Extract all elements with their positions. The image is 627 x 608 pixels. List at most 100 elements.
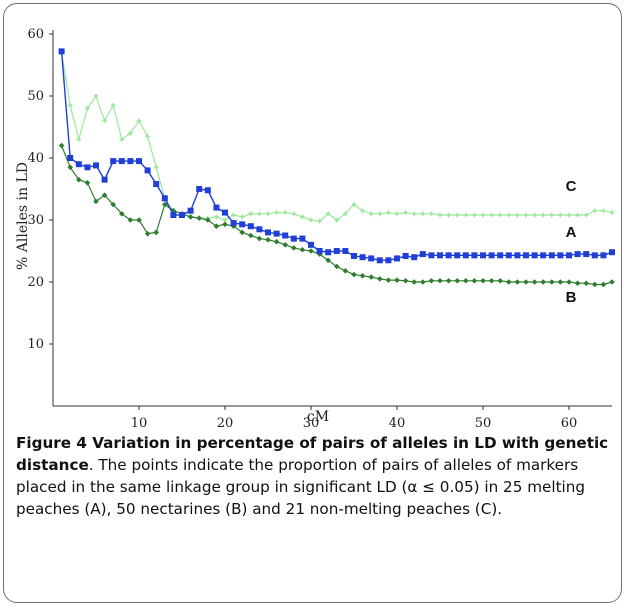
- series-A-point: [67, 155, 74, 161]
- series-B-point: [402, 277, 409, 284]
- series-A-point: [204, 187, 211, 194]
- series-A-point: [385, 257, 392, 264]
- caption-title: Figure 4 Variation in percentage of pair…: [16, 434, 609, 474]
- series-C-point: [290, 210, 297, 217]
- series-C-point: [557, 212, 564, 219]
- series-A-point: [230, 220, 237, 227]
- series-C-point: [84, 105, 91, 112]
- series-A-point: [273, 230, 280, 237]
- series-B-point: [222, 221, 228, 228]
- series-A-label: A: [566, 224, 577, 241]
- series-A-point: [454, 252, 461, 259]
- series-C-point: [325, 210, 332, 217]
- series-B-point: [76, 176, 82, 183]
- series-B-point: [592, 281, 598, 288]
- series-A-point: [161, 195, 168, 202]
- series-C-line: [61, 52, 613, 222]
- series-C-point: [574, 212, 581, 219]
- series-B-point: [273, 238, 280, 245]
- series-B-point: [282, 242, 288, 248]
- x-tick-label: 10: [131, 416, 148, 430]
- series-C-point: [368, 210, 375, 217]
- y-axis-label: % Alleles in LD: [15, 162, 31, 270]
- series-A-point: [531, 252, 538, 259]
- series-A-point: [540, 252, 547, 259]
- series-A-point: [299, 235, 306, 242]
- series-B-point: [600, 281, 607, 288]
- series-A-point: [359, 254, 366, 261]
- series-A-point: [75, 161, 82, 168]
- y-tick-label: 60: [27, 27, 44, 42]
- series-B-point: [359, 273, 366, 279]
- series-C-point: [265, 210, 271, 217]
- series-B-point: [583, 280, 589, 287]
- series-A-point: [222, 209, 228, 216]
- series-B-point: [110, 201, 116, 208]
- series-C-point: [497, 212, 504, 219]
- series-C-point: [127, 130, 134, 137]
- series-C-point: [480, 212, 486, 219]
- series-C-point: [566, 212, 572, 219]
- series-B-point: [566, 279, 572, 285]
- series-A-point: [488, 252, 495, 259]
- series-C-point: [101, 117, 108, 124]
- series-A-point: [239, 221, 246, 228]
- series-A-point: [471, 252, 478, 259]
- series-B-point: [325, 257, 331, 264]
- series-B-point: [480, 277, 486, 284]
- series-B-point: [101, 192, 108, 198]
- series-A-point: [58, 48, 65, 55]
- series-B-point: [368, 274, 374, 280]
- series-A-point: [566, 252, 572, 259]
- series-A-point: [333, 248, 340, 254]
- series-A-point: [557, 252, 564, 259]
- series-B-point: [531, 279, 538, 285]
- series-B-point: [58, 142, 65, 149]
- series-B-point: [497, 277, 503, 284]
- series-A-point: [256, 226, 263, 233]
- series-A-point: [445, 252, 452, 259]
- series-A-point: [101, 176, 108, 183]
- y-tick-label: 50: [27, 89, 44, 104]
- series-B-point: [454, 277, 460, 284]
- series-A-point: [110, 158, 117, 165]
- series-C-point: [437, 212, 443, 219]
- series-B-point: [334, 263, 340, 270]
- series-A-point: [153, 181, 160, 188]
- series-C-point: [445, 212, 452, 219]
- series-A-point: [497, 252, 504, 259]
- series-C-point: [428, 210, 435, 217]
- series-A-point: [282, 232, 289, 239]
- series-B-point: [308, 248, 314, 254]
- series-B-point: [342, 268, 349, 274]
- series-B-point: [385, 277, 392, 283]
- series-C-point: [600, 207, 607, 214]
- series-B-point: [136, 217, 142, 223]
- series-A-point: [583, 251, 590, 258]
- series-B-point: [230, 223, 237, 229]
- series-A-point: [505, 252, 512, 259]
- series-B-point: [248, 232, 254, 239]
- series-C-point: [136, 117, 142, 124]
- series-C-point: [351, 201, 357, 208]
- series-B-point: [540, 279, 546, 285]
- series-A-point: [265, 229, 271, 236]
- series-A-point: [419, 251, 426, 258]
- series-C-point: [514, 212, 521, 219]
- figure-frame: [3, 3, 622, 603]
- series-B-label: B: [566, 289, 577, 306]
- series-B-point: [239, 229, 245, 236]
- x-tick-label: 20: [217, 416, 234, 430]
- series-B-point: [170, 207, 177, 214]
- series-C-point: [531, 212, 538, 219]
- series-C-point: [411, 210, 418, 217]
- series-A-point: [480, 252, 486, 259]
- series-B-point: [471, 277, 478, 284]
- series-B-point: [437, 277, 443, 284]
- series-B-point: [506, 279, 512, 285]
- series-C-point: [333, 217, 340, 223]
- series-A-point: [144, 167, 151, 174]
- series-B-point: [488, 277, 495, 284]
- series-A-point: [351, 252, 357, 259]
- series-B-point: [127, 217, 134, 223]
